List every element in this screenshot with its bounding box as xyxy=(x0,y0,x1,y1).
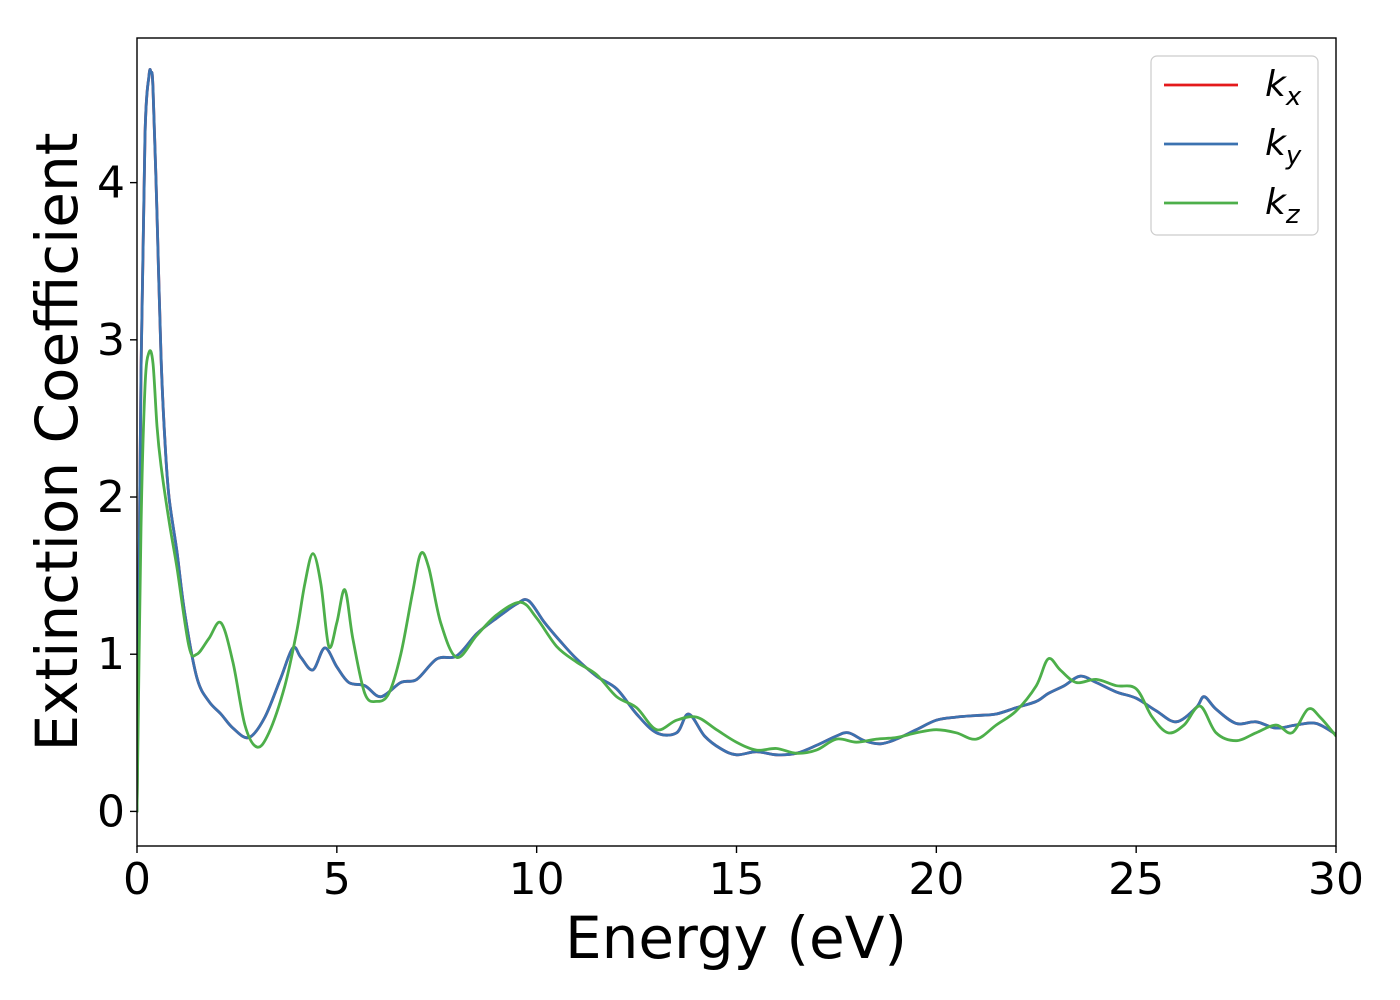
y-tick-label: 4 xyxy=(97,158,125,209)
legend-label-k-y: ky xyxy=(1265,123,1302,171)
legend-box xyxy=(1150,55,1319,236)
y-tick-label: 1 xyxy=(97,629,125,680)
series-layer xyxy=(137,68,1336,813)
series-line-k-z xyxy=(137,349,1336,813)
x-tick-label: 10 xyxy=(509,854,565,905)
x-tick-label: 25 xyxy=(1108,854,1164,905)
x-tick-label: 5 xyxy=(323,854,351,905)
y-axis: 0 1 2 3 4 xyxy=(97,158,137,837)
y-axis-title: Extinction Coefficient xyxy=(23,133,91,752)
x-axis-title: Energy (eV) xyxy=(565,904,907,972)
x-tick-label: 30 xyxy=(1308,854,1364,905)
x-tick-label: 0 xyxy=(123,854,151,905)
x-tick-label: 15 xyxy=(709,854,765,905)
x-axis: 0 5 10 15 20 25 30 xyxy=(123,846,1364,905)
x-tick-label: 20 xyxy=(908,854,964,905)
y-tick-label: 2 xyxy=(97,472,125,523)
legend-label-k-x: kx xyxy=(1265,64,1302,112)
y-tick-label: 3 xyxy=(97,315,125,366)
y-tick-label: 0 xyxy=(97,786,125,837)
